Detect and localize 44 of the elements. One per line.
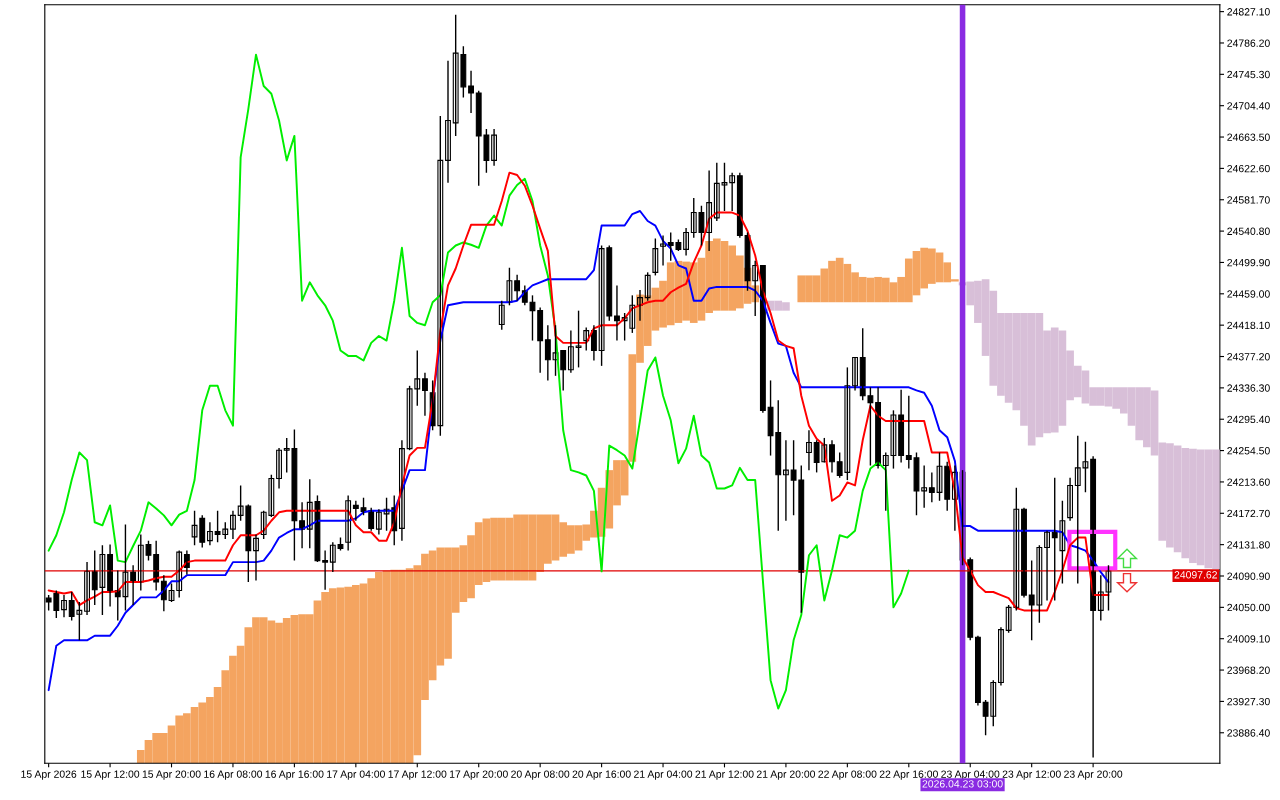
y-tick-label: 24622.60 (1227, 164, 1270, 173)
x-tick-label: 20 Apr 16:00 (572, 770, 631, 780)
y-tick-label: 24663.50 (1227, 133, 1270, 141)
y-tick-label: 24172.70 (1227, 509, 1270, 518)
y-tick-label: 24827.10 (1227, 8, 1270, 16)
y-tick-label: 24499.90 (1227, 258, 1270, 267)
y-tick-label: 24418.10 (1227, 321, 1270, 330)
x-tick-label: 21 Apr 12:00 (695, 770, 754, 780)
x-tick-label: 21 Apr 20:00 (756, 770, 816, 780)
x-tick-label: 23 Apr 20:00 (1064, 770, 1123, 780)
y-tick-label: 24009.10 (1227, 635, 1270, 643)
y-tick-label: 24745.30 (1227, 70, 1270, 79)
x-tick-label: 23 Apr 04:00 (941, 770, 1000, 780)
y-tick-label: 24704.40 (1227, 102, 1270, 110)
ref-line-label: 24097.62 (1174, 571, 1217, 579)
x-tick-label: 15 Apr 20:00 (142, 770, 201, 780)
y-tick-label: 24213.60 (1227, 478, 1270, 486)
x-tick-label: 16 Apr 16:00 (265, 770, 324, 780)
x-tick-label: 23 Apr 12:00 (1002, 770, 1061, 780)
y-tick-label: 24377.20 (1227, 353, 1270, 361)
y-tick-label: 24254.50 (1227, 447, 1270, 455)
x-tick-label: 20 Apr 08:00 (511, 770, 570, 780)
y-tick-label: 24459.00 (1227, 290, 1270, 298)
y-tick-label: 23886.40 (1227, 729, 1270, 737)
y-tick-label: 24540.80 (1227, 227, 1270, 235)
y-tick-label: 24131.80 (1227, 541, 1270, 549)
x-tick-label: 22 Apr 16:00 (879, 770, 938, 780)
y-tick-label: 24090.90 (1227, 572, 1270, 580)
x-tick-label: 2026.04.23 03:00 (922, 780, 1003, 788)
y-tick-label: 24581.70 (1227, 196, 1270, 204)
x-tick-label: 15 Apr 2026 (21, 770, 77, 780)
y-tick-label: 24786.20 (1227, 39, 1270, 47)
y-tick-label: 24050.00 (1227, 603, 1270, 612)
y-tick-label: 24336.30 (1227, 384, 1270, 392)
x-tick-label: 22 Apr 08:00 (818, 770, 877, 780)
y-tick-label: 23968.20 (1227, 666, 1270, 674)
x-tick-label: 16 Apr 08:00 (204, 770, 263, 780)
y-tick-label: 24295.40 (1227, 415, 1270, 424)
x-tick-label: 15 Apr 12:00 (81, 770, 140, 780)
y-tick-label: 23927.30 (1227, 697, 1270, 706)
x-tick-label: 21 Apr 04:00 (634, 770, 693, 780)
x-tick-label: 17 Apr 20:00 (449, 770, 508, 780)
x-tick-label: 17 Apr 12:00 (388, 770, 447, 780)
x-tick-label: 17 Apr 04:00 (327, 770, 385, 780)
